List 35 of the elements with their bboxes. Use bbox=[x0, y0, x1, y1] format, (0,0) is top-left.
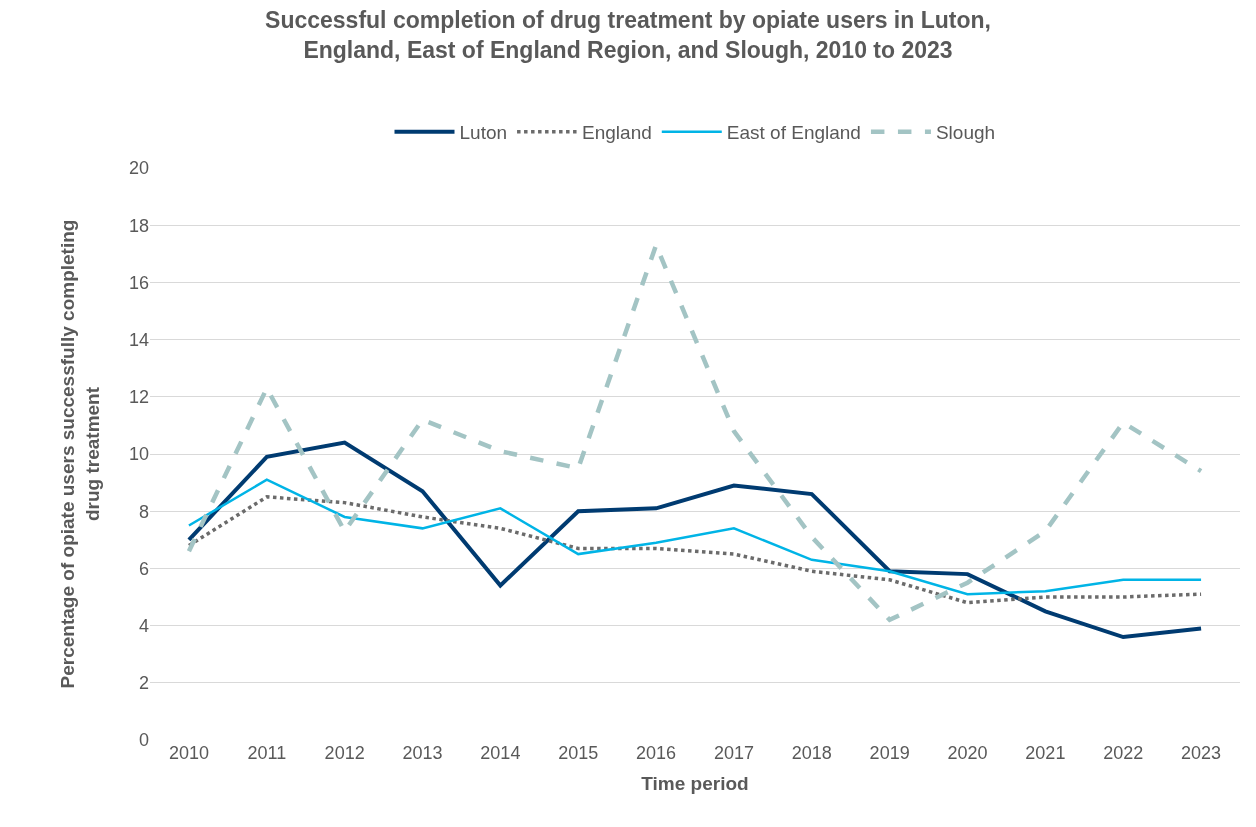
line-series bbox=[187, 478, 1203, 596]
x-tick-label: 2012 bbox=[324, 743, 365, 763]
y-axis-title: Percentage of opiate users successfully completing drug treatment bbox=[57, 219, 103, 689]
x-tick-label: 2018 bbox=[791, 743, 832, 763]
y-tick-label: 20 bbox=[128, 158, 149, 179]
x-tick-label: 2016 bbox=[636, 743, 677, 763]
x-tick-label: 2021 bbox=[1025, 743, 1066, 763]
x-tick-label: 2019 bbox=[869, 743, 910, 763]
line-series bbox=[187, 495, 1203, 605]
y-tick-label: 14 bbox=[128, 329, 149, 350]
x-tick-label: 2014 bbox=[480, 743, 521, 763]
y-tick-label: 10 bbox=[128, 444, 149, 465]
x-tick-label: 2023 bbox=[1181, 743, 1222, 763]
chart-title: Successful completion of drug treatment by opiate users in Luton, England, East of England Region, and Slough, 2010 to 2023 bbox=[265, 6, 991, 63]
y-tick-label: 16 bbox=[128, 272, 149, 293]
x-tick-label: 2022 bbox=[1103, 743, 1144, 763]
y-tick-label: 12 bbox=[128, 387, 149, 408]
y-tick-label: 0 bbox=[138, 730, 149, 751]
x-tick-label: 2017 bbox=[713, 743, 754, 763]
y-tick-label: 2 bbox=[138, 673, 149, 694]
x-tick-label: 2011 bbox=[247, 743, 287, 763]
y-tick-label: 4 bbox=[138, 615, 149, 636]
x-tick-label: 2013 bbox=[402, 743, 443, 763]
line-series bbox=[186, 440, 1204, 640]
x-axis-title: Time period bbox=[641, 772, 749, 794]
x-tick-label: 2020 bbox=[947, 743, 988, 763]
y-tick-label: 8 bbox=[138, 501, 149, 522]
legend-label: Slough bbox=[935, 122, 996, 144]
legend-label: England bbox=[582, 122, 652, 144]
x-tick-label: 2010 bbox=[168, 743, 209, 763]
x-tick-label: 2015 bbox=[558, 743, 599, 763]
y-tick-label: 18 bbox=[128, 215, 149, 236]
legend-label: Luton bbox=[459, 122, 508, 144]
legend-label: East of England bbox=[726, 122, 861, 144]
y-tick-label: 6 bbox=[138, 558, 149, 579]
